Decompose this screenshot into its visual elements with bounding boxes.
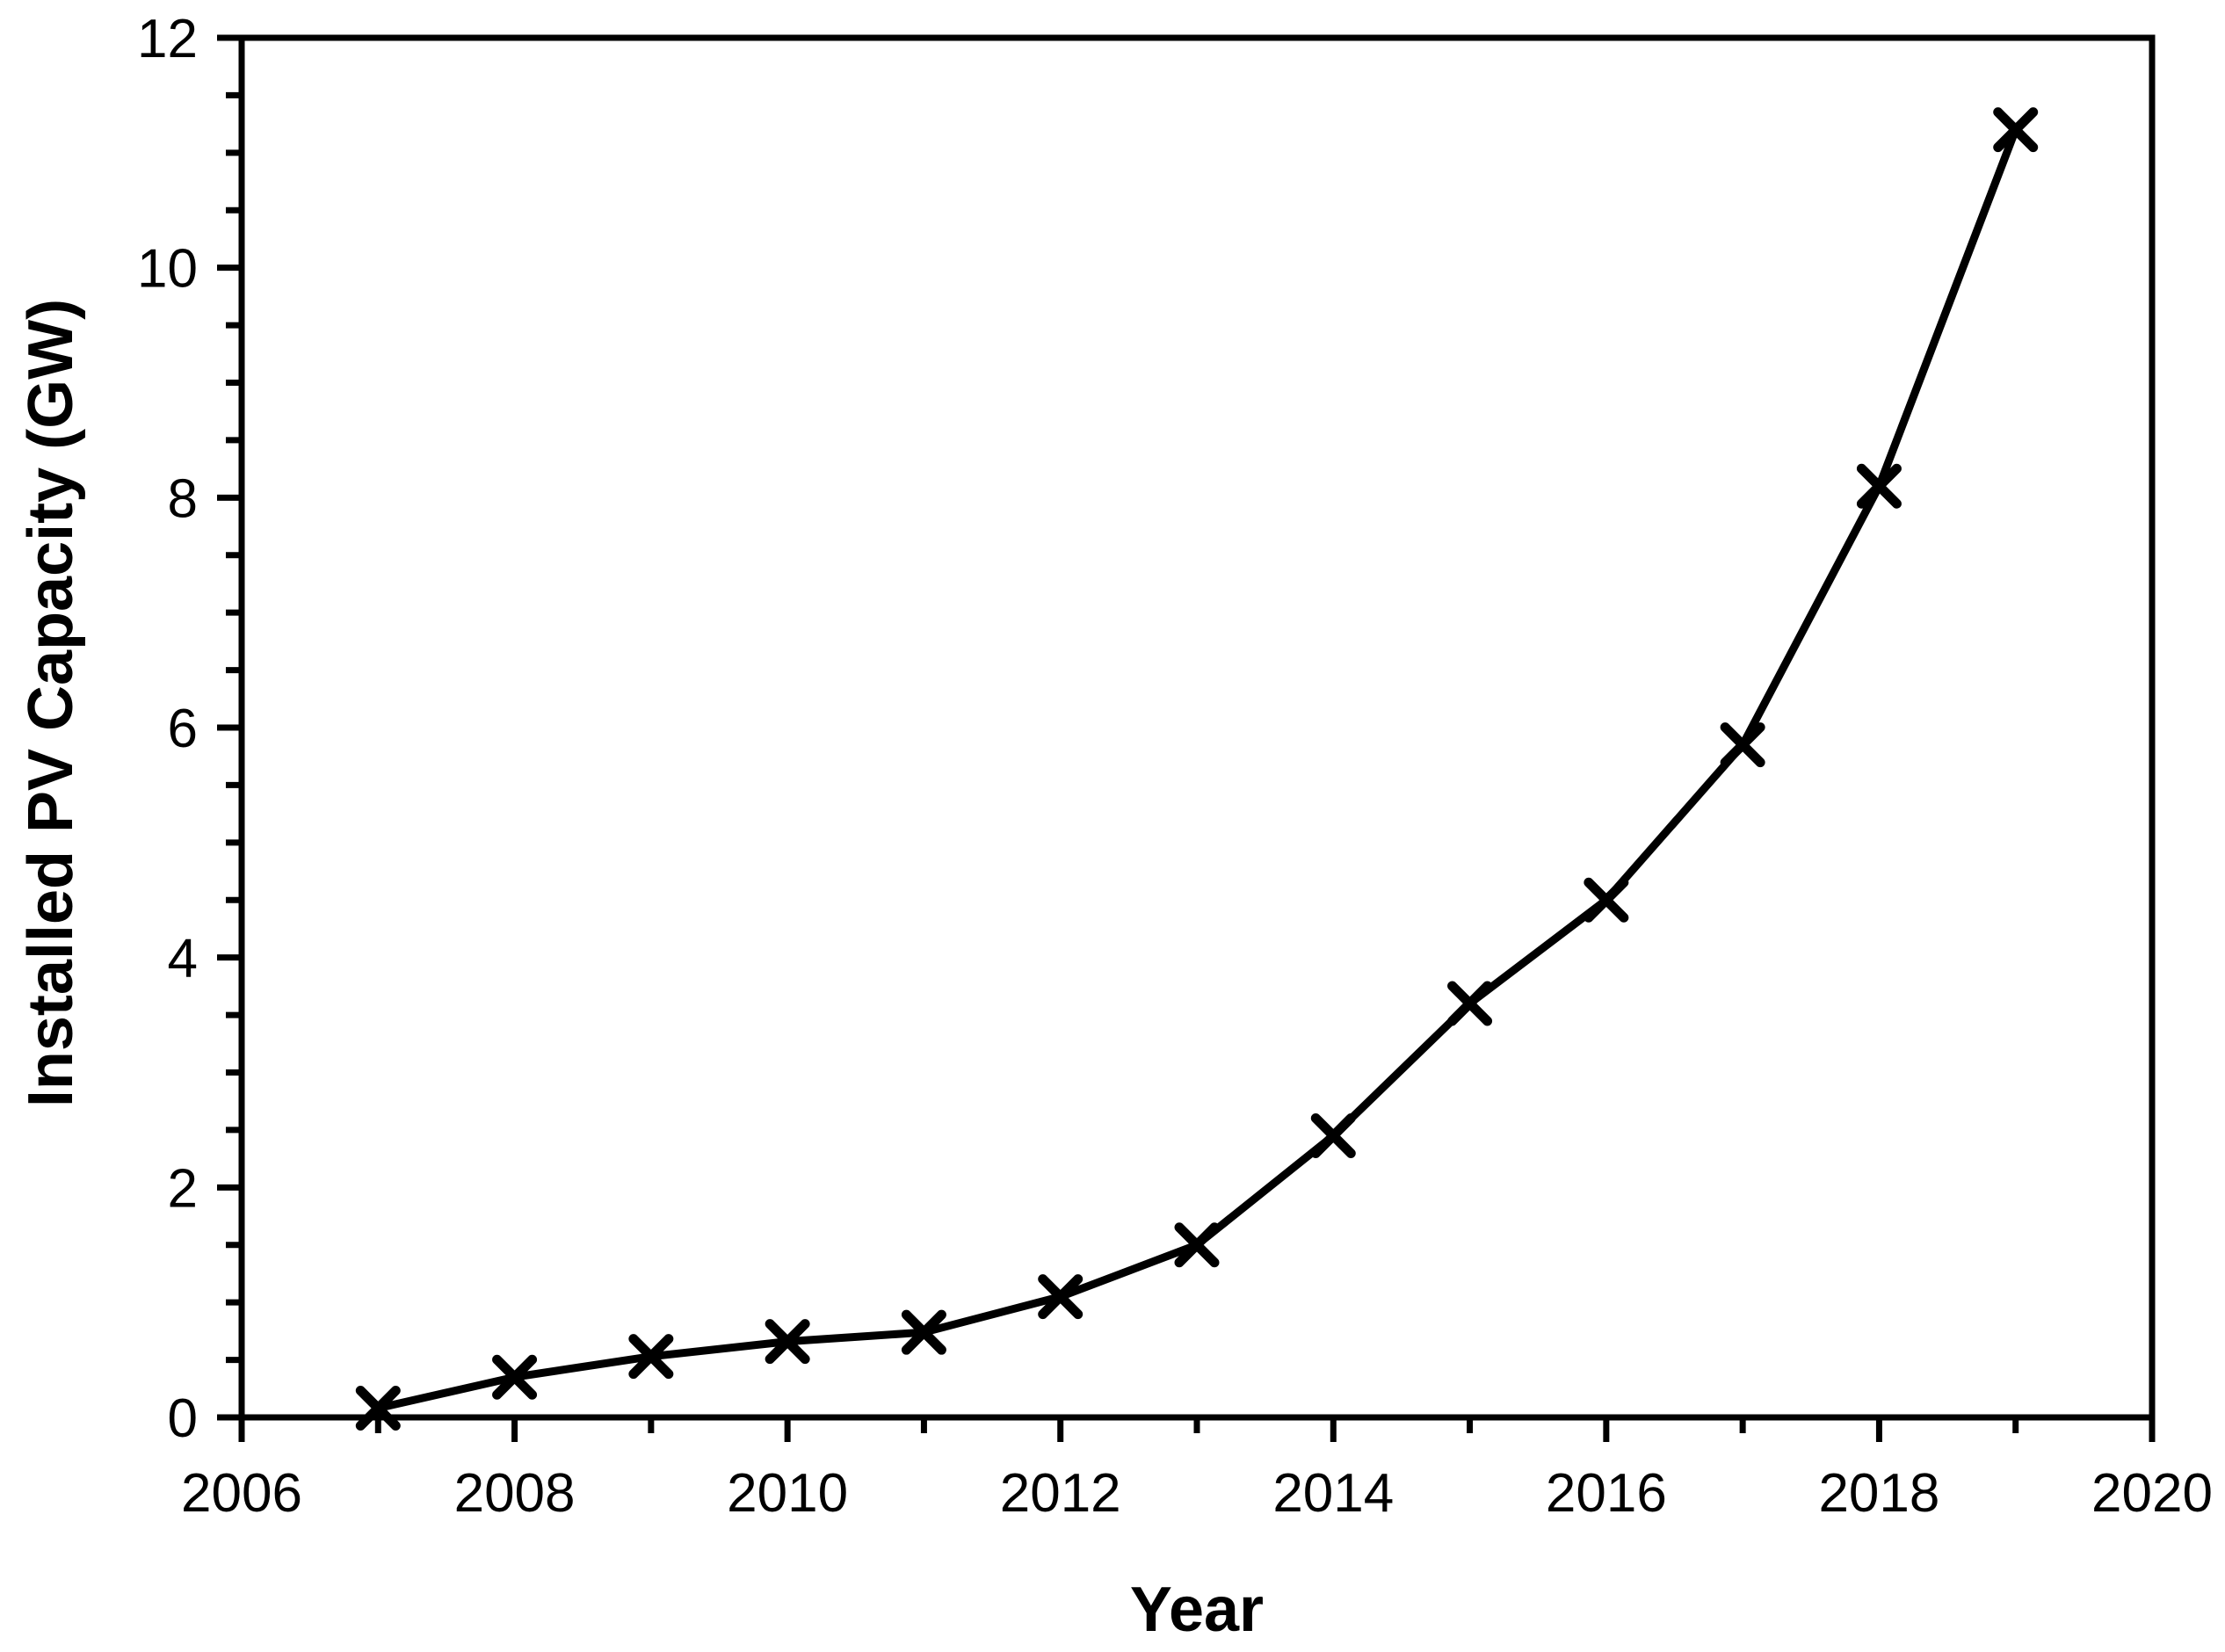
y-tick-label: 2 (168, 1158, 198, 1219)
plot-frame (238, 34, 2156, 1421)
data-point-marker-2018 (1856, 463, 1902, 509)
data-point-marker-2011 (901, 1309, 946, 1355)
x-tick-label: 2014 (1272, 1463, 1394, 1524)
data-point-marker-2008 (492, 1354, 538, 1400)
series-line (377, 128, 2019, 1412)
data-point-marker-2019 (1993, 107, 2039, 153)
y-tick-label: 12 (137, 9, 198, 69)
x-tick-label: 2016 (1546, 1463, 1667, 1524)
y-tick-label: 8 (168, 468, 198, 529)
data-point-marker-2010 (765, 1319, 810, 1365)
y-tick-label: 10 (137, 239, 198, 300)
x-tick-label: 2018 (1818, 1463, 1939, 1524)
y-tick-label: 0 (168, 1388, 198, 1449)
y-axis-title: Installed PV Capacity (GW) (16, 298, 86, 1108)
data-point-marker-2015 (1447, 981, 1493, 1026)
y-tick-label: 4 (168, 929, 198, 989)
y-tick-label: 6 (168, 699, 198, 759)
data-point-marker-2013 (1174, 1222, 1220, 1268)
x-tick-label: 2008 (454, 1463, 576, 1524)
data-point-marker-2012 (1038, 1274, 1084, 1320)
data-point-marker-2014 (1310, 1112, 1356, 1158)
data-point-marker-2016 (1584, 877, 1629, 923)
x-tick-label: 2012 (1000, 1463, 1121, 1524)
data-point-marker-2007 (355, 1386, 401, 1431)
data-point-marker-2017 (1720, 722, 1765, 768)
x-tick-label: 2010 (727, 1463, 848, 1524)
x-tick-label: 2006 (181, 1463, 302, 1524)
x-tick-label: 2020 (2091, 1463, 2213, 1524)
x-axis-title: Year (1129, 1575, 1265, 1645)
data-point-marker-2009 (628, 1334, 674, 1380)
